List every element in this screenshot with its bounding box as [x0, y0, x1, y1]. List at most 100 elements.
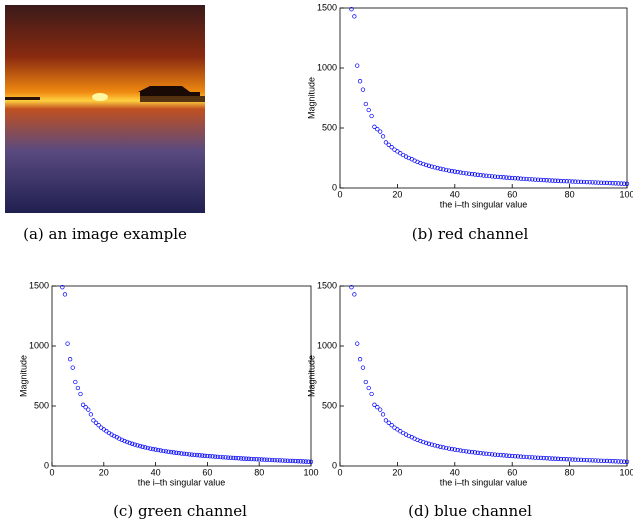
- point: [127, 440, 132, 446]
- point: [601, 458, 607, 463]
- point: [558, 456, 564, 462]
- point: [444, 445, 449, 451]
- point: [530, 177, 535, 182]
- point: [67, 357, 73, 362]
- point: [375, 405, 380, 410]
- point: [86, 407, 91, 412]
- point: [607, 458, 612, 464]
- x-tick-label: 60: [507, 189, 517, 199]
- point: [458, 448, 463, 453]
- point: [576, 179, 581, 184]
- point: [225, 455, 231, 460]
- point: [363, 101, 368, 107]
- point: [464, 449, 469, 454]
- point: [62, 292, 68, 297]
- point: [293, 458, 298, 464]
- point: [60, 285, 65, 290]
- point: [355, 341, 360, 346]
- point: [280, 458, 285, 463]
- point: [452, 447, 457, 452]
- point: [495, 452, 501, 457]
- point: [593, 180, 598, 185]
- x-tick-label: 40: [450, 189, 460, 199]
- point: [73, 379, 78, 385]
- point: [88, 412, 93, 417]
- point: [366, 385, 371, 391]
- point: [555, 456, 561, 461]
- point: [438, 166, 443, 171]
- point: [561, 457, 567, 462]
- point: [303, 459, 308, 464]
- point: [538, 177, 544, 183]
- point: [383, 140, 389, 145]
- point: [489, 174, 495, 179]
- point: [290, 458, 296, 464]
- caption: (d) blue channel: [408, 502, 532, 520]
- point: [515, 176, 521, 181]
- point: [498, 174, 503, 180]
- y-tick-label: 500: [322, 400, 337, 410]
- point: [435, 443, 440, 449]
- point: [130, 441, 135, 446]
- point: [308, 459, 314, 464]
- point: [441, 445, 446, 450]
- point: [423, 440, 429, 446]
- axes-box: [339, 285, 628, 467]
- x-tick-label: 100: [619, 189, 633, 199]
- point: [83, 405, 88, 410]
- point: [277, 458, 283, 463]
- point: [150, 446, 156, 452]
- point: [349, 7, 354, 12]
- point: [101, 427, 106, 432]
- point: [524, 454, 529, 460]
- x-tick-label: 80: [254, 467, 264, 477]
- point: [467, 449, 472, 454]
- point: [148, 446, 153, 451]
- point: [446, 168, 452, 173]
- point: [504, 453, 509, 458]
- x-tick-label: 20: [99, 467, 109, 477]
- point: [161, 448, 166, 454]
- axes-box: [51, 285, 312, 467]
- point: [285, 458, 290, 463]
- point: [541, 455, 546, 461]
- point: [489, 452, 495, 457]
- point: [421, 161, 426, 167]
- y-tick-label: 0: [332, 460, 337, 470]
- y-axis-label: Magnitude: [306, 355, 316, 397]
- point: [202, 453, 207, 458]
- x-axis-label: the i–th singular value: [440, 199, 528, 209]
- point: [352, 292, 357, 297]
- point: [363, 379, 368, 385]
- point: [535, 455, 541, 460]
- point: [576, 457, 581, 462]
- point: [464, 171, 469, 176]
- point: [375, 127, 380, 132]
- point: [65, 341, 70, 346]
- point: [349, 285, 354, 290]
- point: [386, 420, 391, 425]
- point: [504, 175, 509, 180]
- point: [521, 176, 526, 182]
- point: [530, 455, 535, 460]
- point: [461, 448, 466, 454]
- point: [421, 439, 426, 445]
- point: [386, 142, 391, 147]
- point: [455, 169, 460, 175]
- point: [590, 180, 595, 185]
- point: [467, 171, 472, 176]
- point: [181, 451, 187, 456]
- point: [372, 124, 377, 129]
- point: [163, 449, 169, 454]
- point: [366, 107, 371, 113]
- point: [449, 168, 455, 174]
- point: [553, 456, 558, 461]
- point: [596, 458, 601, 463]
- point: [80, 402, 86, 407]
- point: [624, 181, 630, 186]
- point: [272, 457, 277, 463]
- point: [246, 456, 251, 461]
- point: [264, 457, 270, 462]
- point: [469, 171, 475, 177]
